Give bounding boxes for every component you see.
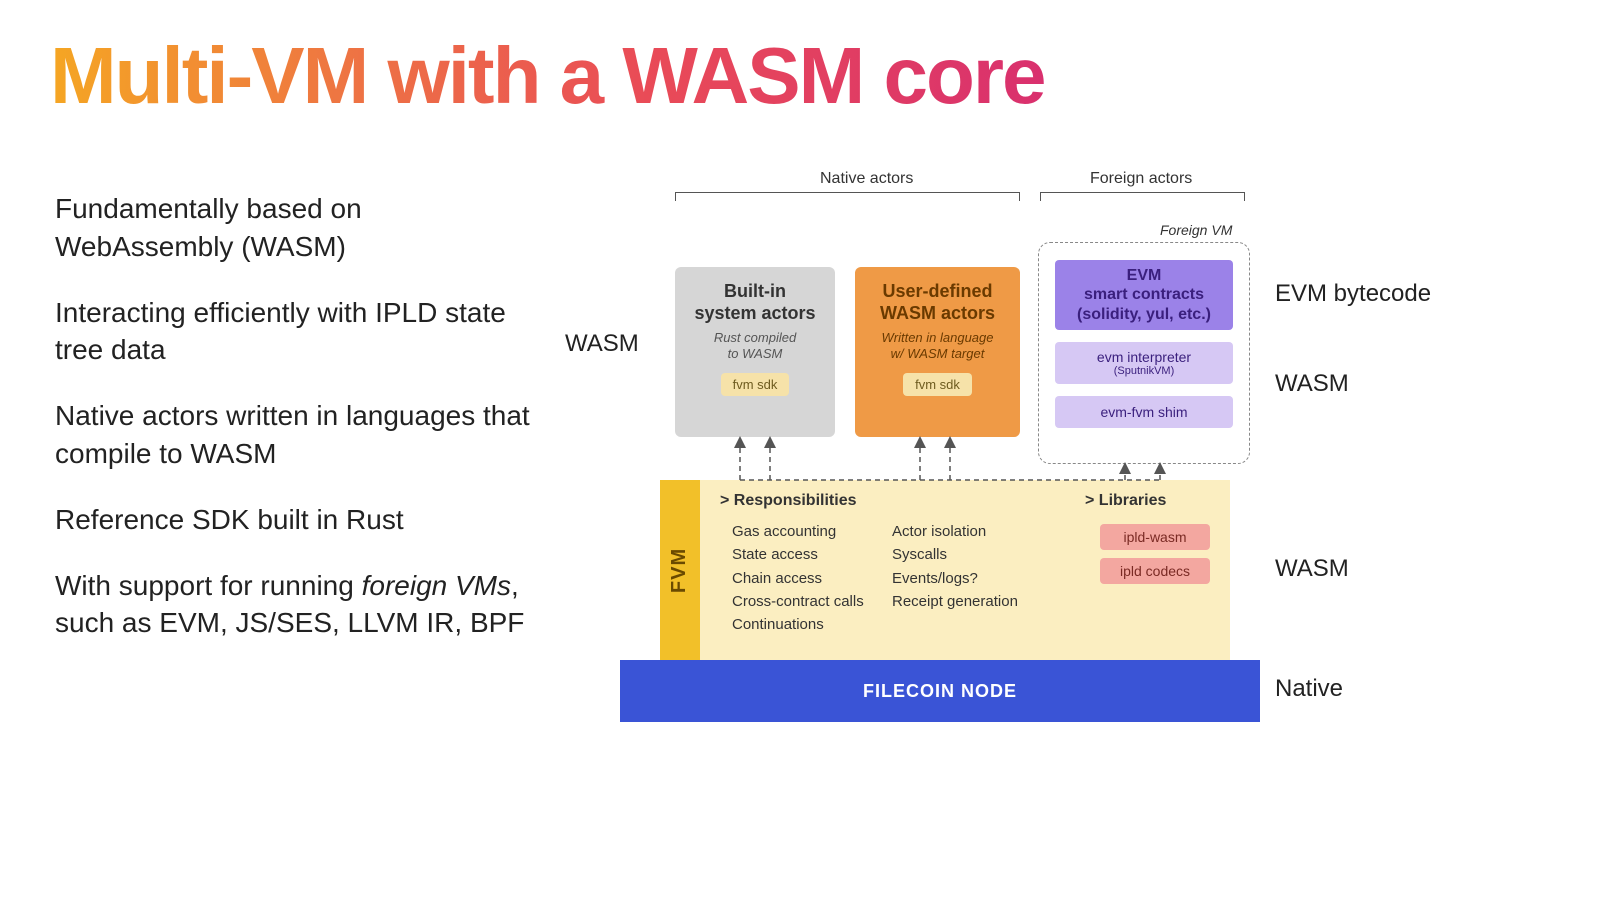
libraries-head: > Libraries [1085, 492, 1166, 510]
evm-contracts-box: EVM smart contracts (solidity, yul, etc.… [1055, 260, 1233, 330]
resp-c2-3: Receipt generation [892, 590, 1018, 613]
rowlabel-evm-bytecode: EVM bytecode [1275, 280, 1431, 308]
fvm-tab-label: FVM [669, 547, 692, 592]
evm-contracts-l2: smart contracts [1084, 285, 1204, 304]
resp-c1-3: Cross-contract calls [732, 590, 864, 613]
foreign-actors-bracket [1040, 192, 1245, 202]
fvm-block: FVM > Responsibilities > Libraries Gas a… [660, 480, 1230, 660]
bullet-4: Reference SDK built in Rust [55, 501, 535, 539]
bullet-1: Fundamentally based on WebAssembly (WASM… [55, 190, 535, 266]
resp-c1-0: Gas accounting [732, 520, 864, 543]
bullet-2: Interacting efficiently with IPLD state … [55, 294, 535, 370]
resp-c2-0: Actor isolation [892, 520, 1018, 543]
resp-col2: Actor isolation Syscalls Events/logs? Re… [892, 520, 1018, 613]
native-actors-bracket [675, 192, 1020, 202]
bullet-5-pre: With support for running [55, 570, 362, 601]
bullet-5-em: foreign VMs [362, 570, 511, 601]
user-sdk-chip: fvm sdk [903, 373, 972, 396]
user-sub-l2: w/ WASM target [863, 346, 1012, 362]
builtin-sub-l1: Rust compiled [683, 330, 827, 346]
builtin-sub-l2: to WASM [683, 346, 827, 362]
bullet-5: With support for running foreign VMs, su… [55, 567, 535, 643]
page-title: Multi-VM with a WASM core [50, 30, 1044, 122]
resp-col1: Gas accounting State access Chain access… [732, 520, 864, 636]
bullet-3: Native actors written in languages that … [55, 397, 535, 473]
native-actors-label: Native actors [820, 170, 913, 188]
builtin-sdk-chip: fvm sdk [721, 373, 790, 396]
libs-col: ipld-wasm ipld codecs [1100, 524, 1210, 592]
filecoin-node-block: FILECOIN NODE [620, 660, 1260, 722]
fvm-tab: FVM [660, 480, 700, 660]
resp-c1-2: Chain access [732, 567, 864, 590]
architecture-diagram: Native actors Foreign actors Foreign VM … [560, 170, 1570, 870]
foreign-actors-label: Foreign actors [1090, 170, 1192, 188]
rowlabel-wasm-2: WASM [1275, 555, 1349, 583]
evm-interpreter-box: evm interpreter (SputnikVM) [1055, 342, 1233, 384]
evm-shim-l1: evm-fvm shim [1100, 404, 1187, 420]
evm-contracts-l3: (solidity, yul, etc.) [1077, 305, 1211, 324]
bullet-list: Fundamentally based on WebAssembly (WASM… [55, 190, 535, 670]
resp-c1-4: Continuations [732, 613, 864, 636]
foreign-vm-label: Foreign VM [1160, 222, 1232, 238]
resp-c2-1: Syscalls [892, 543, 1018, 566]
builtin-title-l2: system actors [683, 303, 827, 325]
evm-contracts-l1: EVM [1127, 266, 1162, 285]
left-wasm-label: WASM [565, 330, 639, 358]
evm-interp-l2: (SputnikVM) [1114, 365, 1175, 377]
builtin-actors-box: Built-in system actors Rust compiled to … [675, 267, 835, 437]
responsibilities-head: > Responsibilities [720, 492, 856, 510]
resp-c1-1: State access [732, 543, 864, 566]
rowlabel-native: Native [1275, 675, 1343, 703]
lib-chip-1: ipld codecs [1100, 558, 1210, 584]
user-title-l1: User-defined [863, 281, 1012, 303]
rowlabel-wasm-1: WASM [1275, 370, 1349, 398]
evm-shim-box: evm-fvm shim [1055, 396, 1233, 428]
filecoin-node-label: FILECOIN NODE [863, 681, 1017, 702]
user-sub-l1: Written in language [863, 330, 1012, 346]
user-actors-box: User-defined WASM actors Written in lang… [855, 267, 1020, 437]
user-title-l2: WASM actors [863, 303, 1012, 325]
resp-c2-2: Events/logs? [892, 567, 1018, 590]
evm-interp-l1: evm interpreter [1097, 349, 1191, 365]
builtin-title-l1: Built-in [683, 281, 827, 303]
lib-chip-0: ipld-wasm [1100, 524, 1210, 550]
